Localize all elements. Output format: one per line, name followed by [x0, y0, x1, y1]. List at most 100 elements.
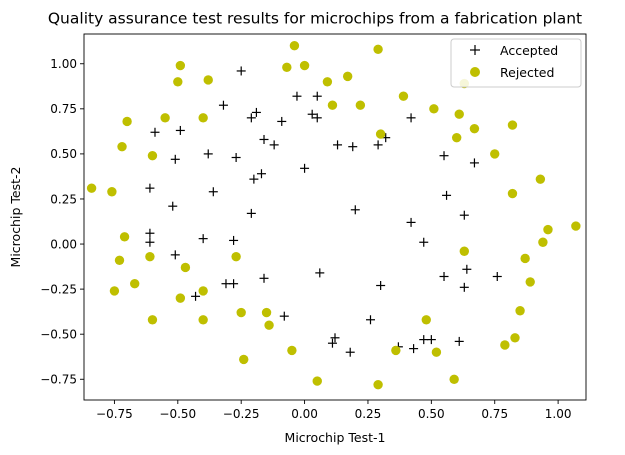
accepted-point	[315, 268, 325, 278]
rejected-point	[398, 91, 409, 101]
accepted-point	[312, 113, 322, 123]
y-tick-label: −0.50	[40, 327, 77, 341]
rejected-point	[175, 60, 186, 71]
rejected-point	[119, 232, 130, 242]
rejected-point	[327, 100, 338, 110]
rejected-point	[571, 221, 581, 231]
rejected-point	[236, 307, 246, 318]
legend-marker-rejected	[470, 67, 480, 77]
rejected-point	[322, 77, 333, 87]
accepted-point	[198, 234, 208, 244]
accepted-point	[406, 217, 416, 227]
accepted-point	[246, 113, 256, 123]
accepted-point	[426, 335, 436, 345]
rejected-point	[515, 306, 525, 316]
rejected-point	[109, 286, 120, 296]
accepted-point	[246, 208, 256, 218]
accepted-point	[492, 271, 502, 281]
accepted-point	[330, 333, 340, 343]
rejected-point	[107, 187, 117, 197]
y-tick-label: 0.75	[50, 102, 77, 116]
accepted-point	[231, 153, 241, 163]
accepted-point	[409, 344, 419, 354]
accepted-point	[229, 235, 239, 245]
accepted-point	[175, 125, 185, 135]
axes-background	[84, 34, 586, 400]
y-tick-label: 0.00	[50, 237, 77, 251]
rejected-point	[525, 277, 535, 287]
rejected-point	[490, 149, 500, 159]
legend-label-rejected: Rejected	[500, 65, 554, 80]
x-tick-label: 0.75	[481, 407, 508, 421]
accepted-point	[327, 338, 337, 348]
rejected-point	[198, 315, 208, 325]
rejected-point	[342, 71, 353, 82]
accepted-point	[279, 311, 289, 321]
series-rejected	[86, 41, 581, 390]
x-tick-label: 0.00	[291, 407, 318, 421]
accepted-point	[406, 113, 416, 123]
rejected-point	[145, 251, 155, 262]
rejected-point	[373, 44, 383, 55]
axes-frame	[83, 33, 587, 401]
x-axis-label: Microchip Test-1	[285, 430, 386, 445]
rejected-point	[469, 123, 480, 134]
rejected-point	[117, 141, 127, 152]
rejected-point	[86, 183, 97, 193]
rejected-point	[122, 116, 132, 127]
accepted-point	[312, 91, 322, 101]
rejected-point	[289, 41, 300, 51]
y-tick-label: 1.00	[50, 57, 77, 71]
accepted-point	[300, 163, 310, 173]
rejected-point	[373, 379, 383, 390]
series-accepted	[145, 66, 502, 357]
rejected-point	[507, 120, 518, 130]
rejected-point	[282, 62, 292, 73]
y-tick-label: −0.75	[40, 373, 77, 387]
accepted-point	[333, 140, 343, 150]
rejected-point	[175, 293, 186, 303]
legend: Accepted Rejected	[450, 38, 582, 88]
accepted-point	[439, 271, 449, 281]
accepted-point	[376, 281, 386, 291]
rejected-point	[507, 188, 518, 199]
rejected-point	[264, 320, 274, 330]
accepted-point	[459, 282, 469, 292]
accepted-point	[365, 315, 375, 325]
accepted-point	[251, 107, 261, 117]
accepted-point	[442, 190, 452, 200]
rejected-point	[180, 262, 191, 273]
accepted-point	[419, 335, 429, 345]
x-tick-label: −0.25	[223, 407, 260, 421]
accepted-point	[208, 187, 218, 197]
accepted-point	[259, 273, 269, 283]
rejected-point	[147, 150, 158, 161]
x-tick-label: −0.50	[159, 407, 196, 421]
rejected-point	[520, 253, 530, 264]
rejected-point	[287, 345, 297, 356]
rejected-point	[429, 104, 439, 114]
accepted-point	[348, 142, 358, 152]
rejected-point	[203, 75, 213, 85]
accepted-point	[459, 210, 469, 220]
x-tick-label: −0.75	[96, 407, 133, 421]
rejected-point	[147, 315, 158, 325]
rejected-point	[421, 315, 431, 325]
accepted-point	[307, 109, 317, 119]
rejected-point	[449, 374, 459, 384]
rejected-point	[510, 333, 520, 343]
chart-title: Quality assurance test results for micro…	[48, 10, 582, 28]
y-axis: −0.75 −0.50 −0.25 0.00 0.25 0.50 0.75 1.00	[40, 57, 84, 387]
accepted-point	[259, 134, 269, 144]
legend-label-accepted: Accepted	[500, 43, 558, 58]
rejected-point	[451, 132, 462, 143]
accepted-point	[350, 205, 360, 215]
accepted-point	[373, 140, 383, 150]
rejected-point	[355, 100, 366, 110]
x-tick-label: 0.50	[418, 407, 445, 421]
x-tick-label: 0.25	[355, 407, 382, 421]
accepted-point	[419, 237, 429, 247]
accepted-point	[249, 174, 259, 184]
rejected-point	[160, 113, 170, 123]
y-tick-label: 0.50	[50, 147, 77, 161]
